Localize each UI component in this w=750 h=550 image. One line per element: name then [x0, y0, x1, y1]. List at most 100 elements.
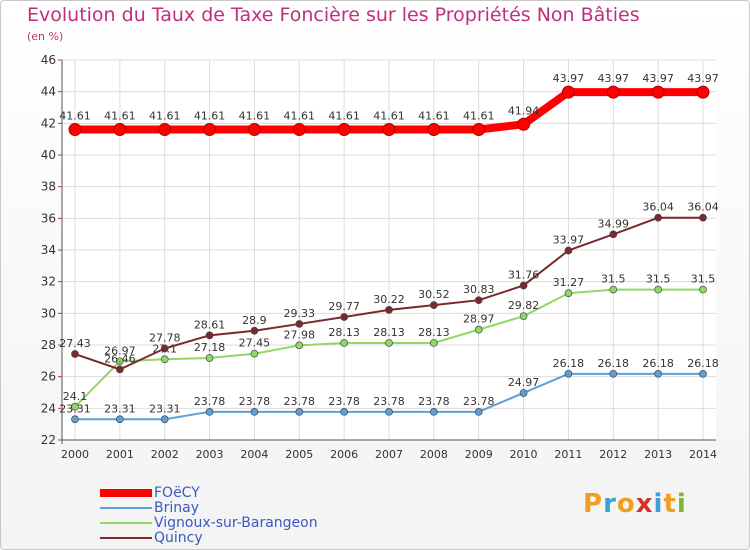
data-label: 30.83 [463, 283, 495, 296]
data-label: 29.77 [328, 300, 360, 313]
data-label: 41.61 [104, 110, 136, 123]
data-point [337, 123, 351, 137]
data-point [295, 341, 304, 350]
data-label: 30.52 [418, 288, 450, 301]
data-point [385, 407, 393, 416]
data-point [71, 402, 79, 411]
data-point [651, 85, 665, 99]
data-label: 23.31 [149, 402, 181, 415]
data-point [250, 326, 259, 335]
y-tick-label: 42 [41, 116, 56, 130]
data-point [430, 407, 438, 416]
logo-letter: x [635, 489, 654, 519]
data-label: 43.97 [553, 72, 585, 85]
data-point [699, 213, 707, 222]
logo-letter: o [616, 489, 636, 519]
data-label: 27.78 [149, 331, 181, 344]
data-point [609, 285, 618, 294]
data-label: 41.61 [59, 110, 91, 123]
data-point [519, 312, 528, 321]
legend-label: FOëCY [154, 485, 200, 501]
data-label: 28.61 [194, 318, 226, 331]
data-point [113, 123, 127, 137]
data-point [116, 357, 124, 366]
data-label: 27.98 [284, 328, 316, 341]
data-label: 26.18 [687, 357, 719, 370]
data-label: 28.9 [242, 314, 267, 327]
y-tick-label: 30 [41, 306, 56, 320]
data-point [564, 246, 573, 255]
data-label: 23.31 [104, 402, 136, 415]
data-label: 31.27 [553, 276, 585, 289]
data-label: 41.61 [194, 110, 226, 123]
data-label: 27.18 [194, 341, 226, 354]
data-point [696, 85, 710, 99]
data-label: 26.18 [553, 357, 585, 370]
data-point [519, 389, 528, 397]
legend-swatch [100, 522, 152, 524]
x-tick-label: 2005 [285, 448, 313, 461]
data-label: 28.13 [418, 326, 450, 339]
x-tick-label: 2010 [510, 448, 538, 461]
data-label: 31.5 [601, 273, 626, 286]
x-tick-label: 2000 [61, 448, 89, 461]
data-point [699, 285, 707, 294]
data-point [292, 123, 306, 137]
data-point [340, 407, 348, 416]
data-label: 23.78 [284, 395, 316, 408]
data-label: 34.99 [598, 217, 630, 230]
x-tick-label: 2008 [420, 448, 448, 461]
logo-letter: r [603, 489, 617, 519]
data-point [295, 320, 304, 328]
legend-label: Quincy [154, 530, 203, 546]
legend-swatch [100, 489, 152, 497]
legend-label: Brinay [154, 500, 199, 516]
y-tick-label: 34 [41, 243, 56, 257]
data-point [609, 230, 618, 239]
legend-swatch [100, 537, 152, 539]
data-label: 23.78 [418, 395, 450, 408]
y-tick-label: 40 [41, 148, 56, 162]
data-point [561, 85, 575, 99]
y-tick-label: 24 [41, 401, 56, 415]
x-tick-label: 2014 [689, 448, 717, 461]
data-point [116, 415, 124, 424]
data-label: 31.76 [508, 268, 540, 281]
data-label: 41.61 [373, 110, 405, 123]
data-point [430, 301, 438, 309]
data-point [472, 123, 486, 137]
data-point [474, 296, 483, 305]
data-point [160, 355, 169, 364]
data-point [606, 85, 620, 99]
logo-letter: i [676, 489, 687, 519]
data-point [160, 415, 169, 424]
data-label: 41.61 [284, 110, 316, 123]
data-label: 41.61 [418, 110, 450, 123]
data-label: 28.13 [373, 326, 405, 339]
x-tick-label: 2012 [599, 448, 627, 461]
data-point [699, 369, 707, 378]
data-point [340, 339, 348, 347]
data-label: 29.82 [508, 299, 540, 312]
data-point [250, 349, 259, 358]
data-point [160, 344, 169, 353]
data-point [250, 407, 259, 416]
data-label: 28.97 [463, 313, 495, 326]
data-point [517, 117, 531, 131]
data-point [474, 325, 483, 334]
data-label: 23.78 [373, 395, 405, 408]
data-point [158, 123, 172, 137]
data-point [385, 339, 393, 347]
data-label: 43.97 [687, 72, 719, 85]
data-label: 23.78 [239, 395, 271, 408]
data-label: 29.33 [284, 307, 316, 320]
data-point [203, 123, 217, 137]
data-point [205, 331, 214, 340]
data-label: 26.97 [104, 344, 136, 357]
data-point [654, 285, 662, 294]
data-point [385, 306, 393, 314]
y-tick-label: 46 [41, 53, 56, 67]
data-label: 41.61 [239, 110, 271, 123]
data-point [564, 289, 573, 298]
